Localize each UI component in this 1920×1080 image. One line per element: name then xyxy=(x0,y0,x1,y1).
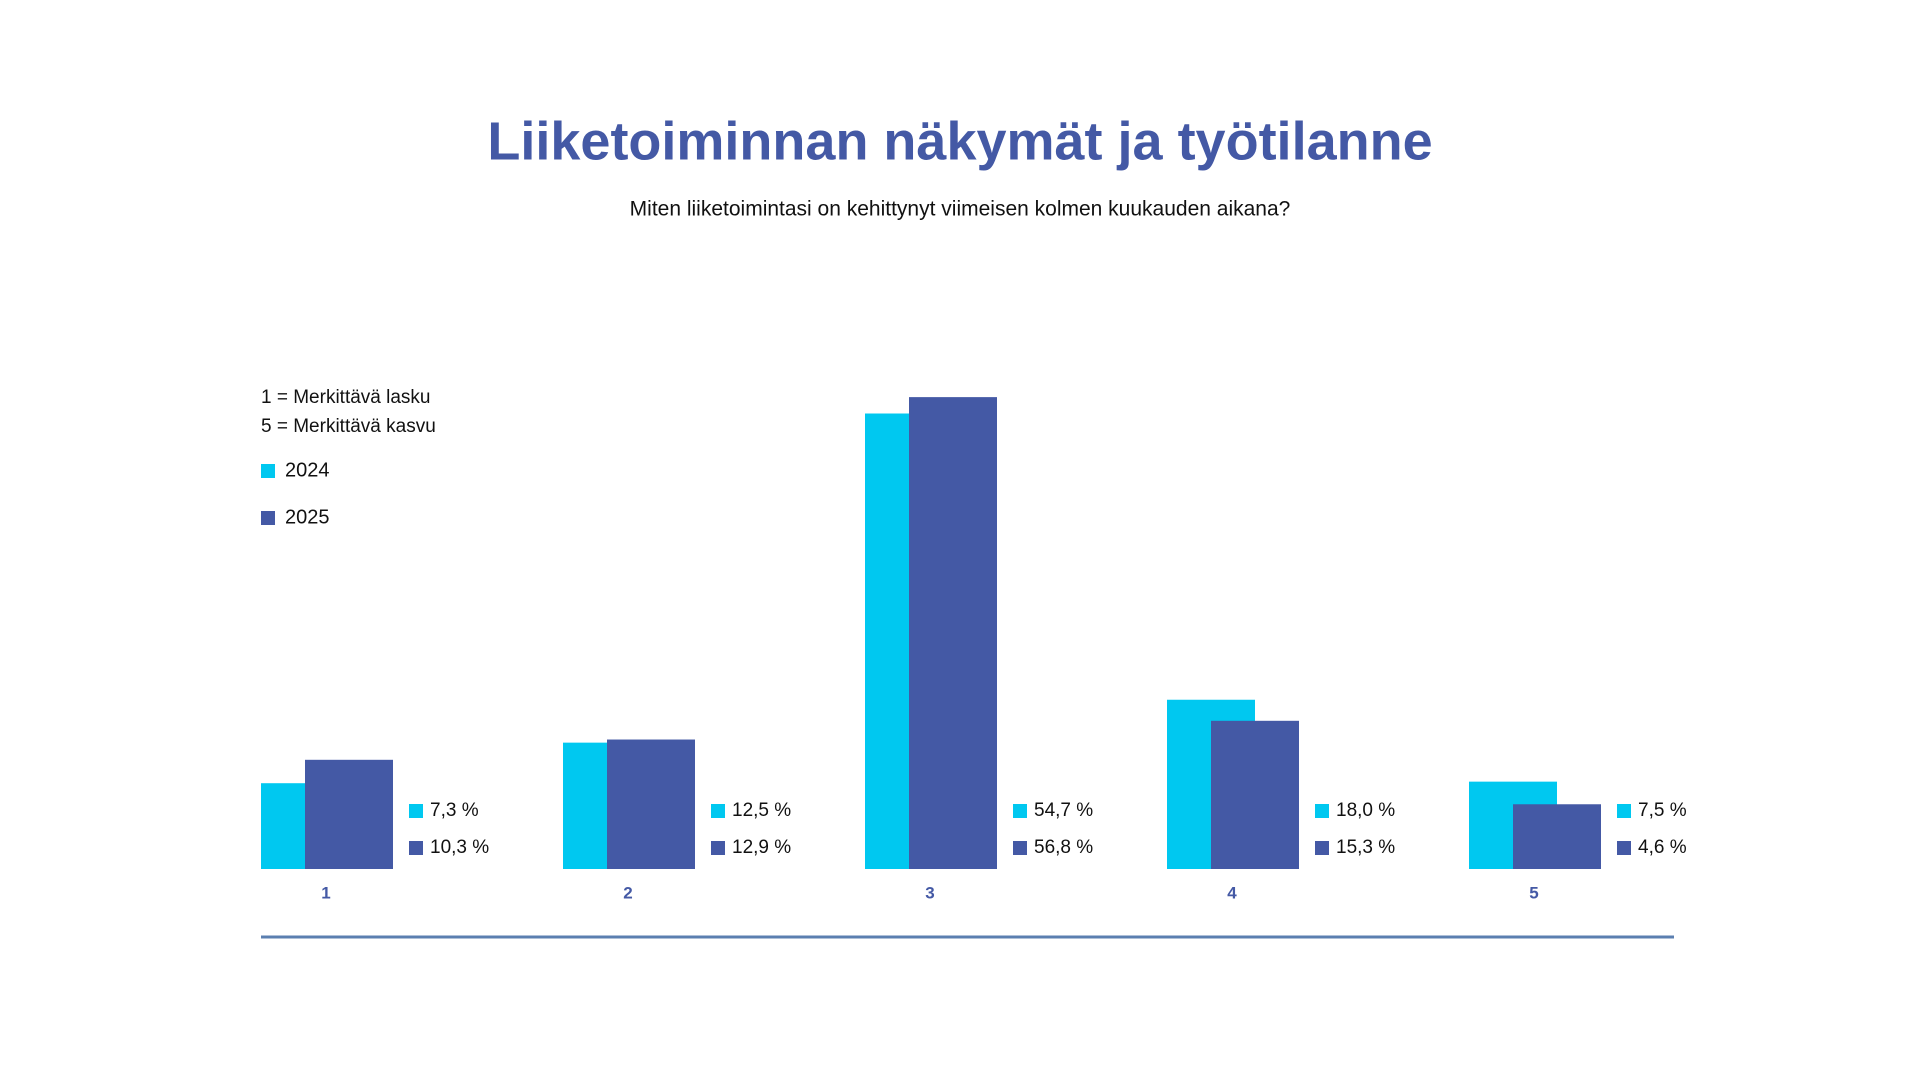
annotation: 5 = Merkittävä kasvu xyxy=(261,416,436,437)
value-label: 7,3 % xyxy=(430,800,479,821)
bar xyxy=(1211,720,1299,869)
value-label: 12,5 % xyxy=(732,800,791,821)
x-tick-label: 2 xyxy=(623,883,632,902)
value-label: 56,8 % xyxy=(1034,837,1093,858)
chart-subtitle: Miten liiketoimintasi on kehittynyt viim… xyxy=(630,198,1291,221)
x-tick-label: 5 xyxy=(1529,883,1538,902)
value-label-swatch xyxy=(1617,841,1631,855)
value-label: 15,3 % xyxy=(1336,837,1395,858)
value-label-swatch xyxy=(711,841,725,855)
value-label: 12,9 % xyxy=(732,837,791,858)
bar xyxy=(305,759,393,869)
value-label-swatch xyxy=(1013,804,1027,818)
value-label: 54,7 % xyxy=(1034,800,1093,821)
value-label-swatch xyxy=(1315,804,1329,818)
chart-title: Liiketoiminnan näkymät ja työtilanne xyxy=(487,111,1432,171)
value-label-swatch xyxy=(1617,804,1631,818)
bar xyxy=(909,397,997,869)
x-tick-label: 3 xyxy=(925,883,934,902)
x-tick-label: 4 xyxy=(1227,883,1237,902)
value-label: 10,3 % xyxy=(430,837,489,858)
value-label-swatch xyxy=(1013,841,1027,855)
legend-swatch xyxy=(261,464,275,478)
value-label-swatch xyxy=(1315,841,1329,855)
value-label: 18,0 % xyxy=(1336,800,1395,821)
x-tick-label: 1 xyxy=(321,883,330,902)
value-label-swatch xyxy=(409,841,423,855)
value-label-swatch xyxy=(711,804,725,818)
annotation: 1 = Merkittävä lasku xyxy=(261,387,431,408)
legend-label: 2024 xyxy=(285,459,330,481)
value-label-swatch xyxy=(409,804,423,818)
legend-swatch xyxy=(261,511,275,525)
bar xyxy=(607,739,695,869)
legend-label: 2025 xyxy=(285,506,330,528)
bar xyxy=(1513,804,1601,869)
value-label: 4,6 % xyxy=(1638,837,1687,858)
value-label: 7,5 % xyxy=(1638,800,1687,821)
